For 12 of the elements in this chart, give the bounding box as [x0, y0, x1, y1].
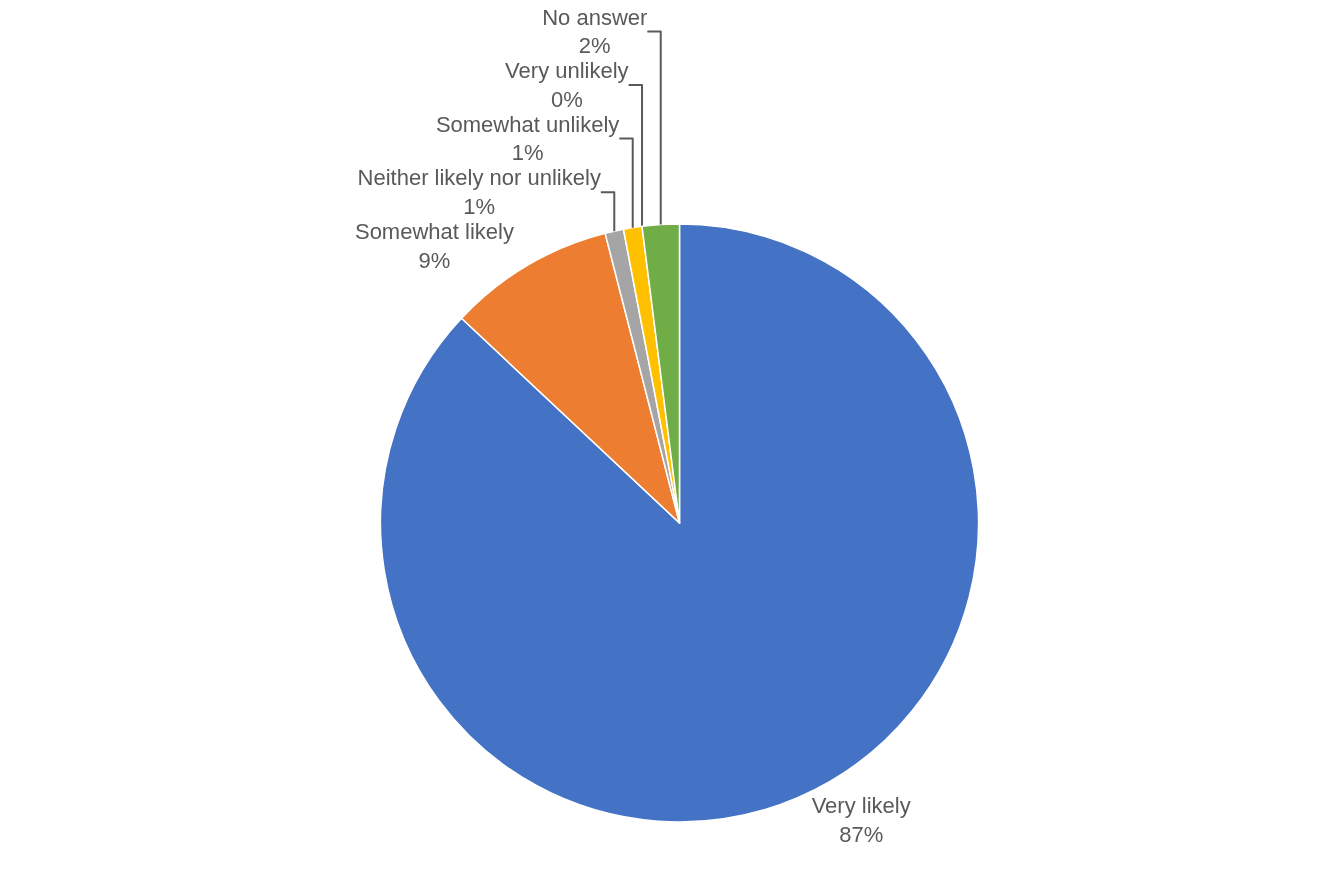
category-label: Very unlikely	[505, 58, 629, 84]
data-label: 2%	[578, 33, 611, 59]
data-label: 1%	[463, 193, 496, 219]
data-label: 87%	[839, 821, 884, 847]
slice-label: Very likely	[811, 793, 911, 819]
text: 0%	[550, 86, 583, 112]
slice-label: Somewhat unlikely	[435, 111, 620, 137]
slice-label: Neither likely nor unlikely	[357, 165, 601, 191]
slice-label: Somewhat likely	[354, 218, 514, 244]
data-label: 9%	[418, 247, 451, 273]
data-label: 1%	[511, 140, 544, 166]
slice-label: No answer	[542, 4, 648, 30]
